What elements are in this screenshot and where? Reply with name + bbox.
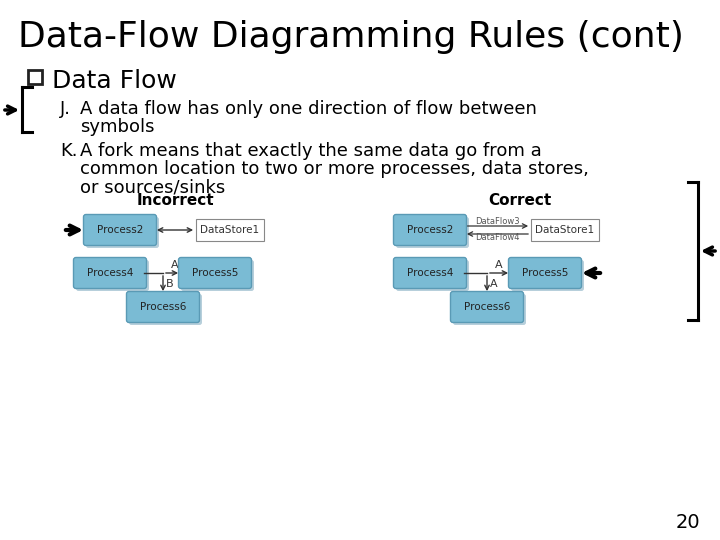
FancyBboxPatch shape bbox=[396, 260, 469, 291]
Bar bbox=[531, 219, 599, 241]
FancyBboxPatch shape bbox=[511, 260, 584, 291]
Text: or sources/sinks: or sources/sinks bbox=[80, 178, 225, 196]
FancyBboxPatch shape bbox=[453, 294, 526, 325]
Text: Process4: Process4 bbox=[407, 268, 453, 278]
Text: Correct: Correct bbox=[488, 193, 552, 208]
Text: Process6: Process6 bbox=[140, 302, 186, 312]
FancyBboxPatch shape bbox=[129, 294, 202, 325]
FancyBboxPatch shape bbox=[508, 258, 582, 288]
FancyBboxPatch shape bbox=[179, 258, 251, 288]
Text: B: B bbox=[166, 279, 174, 289]
Text: Incorrect: Incorrect bbox=[136, 193, 214, 208]
Bar bbox=[28, 70, 42, 84]
FancyBboxPatch shape bbox=[181, 260, 254, 291]
Text: Process4: Process4 bbox=[87, 268, 133, 278]
FancyBboxPatch shape bbox=[127, 292, 199, 322]
Text: Data-Flow Diagramming Rules (cont): Data-Flow Diagramming Rules (cont) bbox=[18, 20, 684, 54]
Text: A fork means that exactly the same data go from a: A fork means that exactly the same data … bbox=[80, 142, 541, 160]
Text: DataStore1: DataStore1 bbox=[200, 225, 260, 235]
FancyBboxPatch shape bbox=[394, 258, 467, 288]
Text: A: A bbox=[490, 279, 498, 289]
Text: symbols: symbols bbox=[80, 118, 155, 136]
Text: J.: J. bbox=[60, 100, 71, 118]
Text: Process5: Process5 bbox=[522, 268, 568, 278]
FancyBboxPatch shape bbox=[451, 292, 523, 322]
Text: common location to two or more processes, data stores,: common location to two or more processes… bbox=[80, 160, 589, 178]
Text: DataFlow3: DataFlow3 bbox=[475, 217, 520, 226]
FancyBboxPatch shape bbox=[396, 217, 469, 248]
Text: 20: 20 bbox=[675, 513, 700, 532]
Text: Process2: Process2 bbox=[96, 225, 143, 235]
FancyBboxPatch shape bbox=[84, 214, 156, 246]
Text: A: A bbox=[495, 260, 503, 270]
Text: Process6: Process6 bbox=[464, 302, 510, 312]
Text: Process5: Process5 bbox=[192, 268, 238, 278]
Text: A data flow has only one direction of flow between: A data flow has only one direction of fl… bbox=[80, 100, 537, 118]
FancyBboxPatch shape bbox=[76, 260, 149, 291]
Text: Data Flow: Data Flow bbox=[52, 69, 177, 93]
FancyBboxPatch shape bbox=[86, 217, 159, 248]
FancyBboxPatch shape bbox=[394, 214, 467, 246]
Text: A: A bbox=[171, 260, 179, 270]
Text: DataStore1: DataStore1 bbox=[536, 225, 595, 235]
Text: Process2: Process2 bbox=[407, 225, 453, 235]
Text: K.: K. bbox=[60, 142, 78, 160]
FancyBboxPatch shape bbox=[73, 258, 146, 288]
Text: DataFlow4: DataFlow4 bbox=[475, 233, 520, 242]
Bar bbox=[196, 219, 264, 241]
